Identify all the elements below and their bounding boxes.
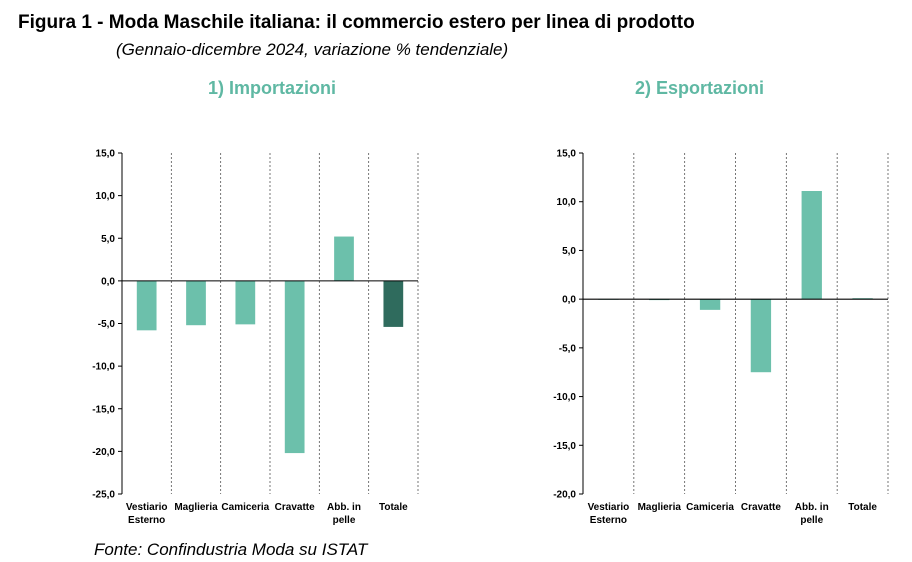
imports-bar-3 [235,280,256,325]
exports-x-tick-label: Totale [848,502,877,513]
imports-x-tick-label: Abb. in [327,502,361,513]
imports-bar-6 [383,280,404,327]
exports-bar-5 [801,190,822,300]
exports-y-tick-label: 10,0 [557,197,577,208]
exports-x-tick-label: Esterno [590,515,627,526]
imports-y-tick-label: -20,0 [92,447,115,458]
imports-panel-title: 1) Importazioni [208,78,337,98]
exports-x-tick-label: pelle [800,515,823,526]
exports-x-tick-label: Maglieria [638,502,682,513]
imports-y-tick-label: -10,0 [92,362,115,373]
exports-y-tick-label: -10,0 [553,392,576,403]
imports-y-tick-label: 10,0 [96,191,116,202]
imports-bar-1 [136,280,157,331]
exports-y-tick-label: 5,0 [562,246,576,257]
imports-x-tick-label: pelle [333,515,356,526]
exports-y-tick-label: -5,0 [559,343,577,354]
imports-x-tick-label: Vestiario [126,502,168,513]
figure-source: Fonte: Confindustria Moda su ISTAT [94,540,368,559]
imports-bar-2 [186,280,206,326]
imports-y-tick-label: 5,0 [101,234,115,245]
exports-x-tick-label: Vestiario [588,502,630,513]
imports-y-tick-label: -15,0 [92,404,115,415]
exports-x-tick-label: Camiceria [686,502,734,513]
imports-y-tick-label: -5,0 [98,319,116,330]
imports-x-tick-label: Camiceria [221,502,269,513]
imports-y-tick-label: 15,0 [96,149,116,160]
exports-y-tick-label: -20,0 [553,490,576,501]
exports-y-tick-label: 15,0 [557,149,577,160]
imports-y-tick-label: -25,0 [92,490,115,501]
exports-x-tick-label: Cravatte [741,502,781,513]
exports-bar-4 [750,299,772,373]
exports-x-tick-label: Abb. in [795,502,829,513]
imports-x-tick-label: Totale [379,502,408,513]
exports-bar-3 [699,299,721,310]
imports-bar-4 [284,280,305,454]
imports-x-tick-label: Maglieria [174,502,218,513]
imports-bar-5 [334,236,354,281]
imports-y-tick-label: 0,0 [101,276,115,287]
exports-y-tick-label: -15,0 [553,441,576,452]
exports-panel-title: 2) Esportazioni [635,78,765,98]
figure-subtitle: (Gennaio-dicembre 2024, variazione % ten… [116,40,509,59]
exports-y-tick-label: 0,0 [562,295,576,306]
figure-title: Figura 1 - Moda Maschile italiana: il co… [18,12,695,33]
imports-x-tick-label: Cravatte [275,502,315,513]
imports-x-tick-label: Esterno [128,515,165,526]
